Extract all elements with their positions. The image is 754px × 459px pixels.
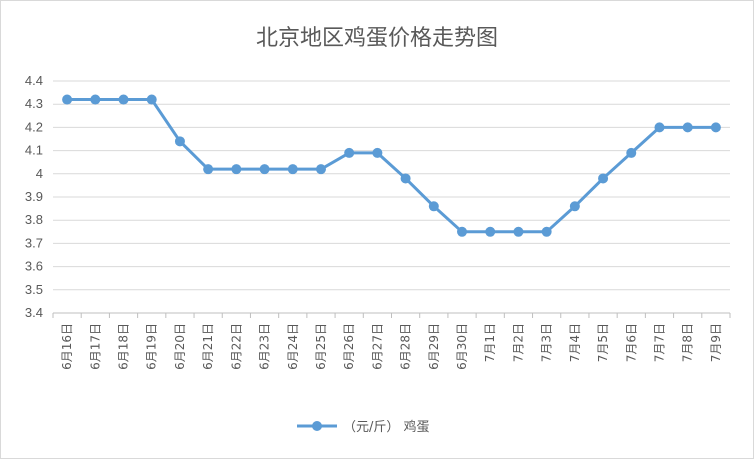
data-point bbox=[598, 173, 609, 184]
x-tick-label: 6月30日 bbox=[455, 323, 469, 370]
x-tick-label: 6月16日 bbox=[60, 323, 74, 370]
x-tick-label: 6月20日 bbox=[173, 323, 187, 370]
y-axis: 4.4 4.3 4.2 4.1 4 3.9 3.8 3.7 3.6 3.5 3.4 bbox=[25, 73, 43, 320]
x-tick-label: 6月23日 bbox=[258, 323, 272, 370]
data-point bbox=[541, 226, 552, 237]
y-tick-label: 3.8 bbox=[25, 212, 43, 227]
data-point bbox=[654, 122, 665, 133]
y-tick-label: 4 bbox=[36, 166, 43, 181]
y-tick-label: 4.4 bbox=[25, 73, 43, 88]
series-line bbox=[67, 98, 716, 234]
data-point bbox=[626, 147, 637, 158]
data-point bbox=[457, 226, 468, 237]
x-tick-label: 7月8日 bbox=[681, 323, 695, 362]
data-point bbox=[90, 94, 101, 105]
data-point bbox=[513, 226, 524, 237]
data-point bbox=[428, 201, 439, 212]
y-tick-label: 3.6 bbox=[25, 259, 43, 274]
x-tick-label: 6月27日 bbox=[370, 323, 384, 370]
x-tick-label: 6月22日 bbox=[229, 323, 243, 370]
x-tick-label: 6月24日 bbox=[286, 323, 300, 370]
x-tick-label: 7月7日 bbox=[652, 323, 666, 362]
data-point bbox=[287, 164, 298, 175]
x-tick-label: 6月21日 bbox=[201, 323, 215, 370]
legend-label: （元/斤） 鸡蛋 bbox=[343, 419, 430, 435]
data-point bbox=[315, 164, 326, 175]
x-tick-label: 6月17日 bbox=[88, 323, 102, 370]
data-point bbox=[682, 122, 693, 133]
x-tick-label: 7月1日 bbox=[483, 323, 497, 362]
data-point bbox=[231, 164, 242, 175]
y-tick-label: 3.5 bbox=[25, 282, 43, 297]
y-tick-label: 4.2 bbox=[25, 119, 43, 134]
data-point bbox=[400, 173, 411, 184]
x-tick-label: 6月18日 bbox=[117, 323, 131, 370]
x-tick-label: 7月2日 bbox=[511, 323, 525, 362]
chart-title: 北京地区鸡蛋价格走势图 bbox=[256, 26, 498, 51]
data-point bbox=[118, 94, 129, 105]
data-point bbox=[344, 147, 355, 158]
legend: （元/斤） 鸡蛋 bbox=[297, 419, 430, 435]
data-point bbox=[174, 136, 185, 147]
data-point bbox=[372, 147, 383, 158]
x-tick-label: 6月28日 bbox=[399, 323, 413, 370]
legend-marker bbox=[312, 421, 322, 431]
x-tick-label: 6月25日 bbox=[314, 323, 328, 370]
y-tick-label: 3.4 bbox=[25, 305, 43, 320]
y-tick-label: 4.3 bbox=[25, 96, 43, 111]
data-point bbox=[203, 164, 214, 175]
grid-lines bbox=[53, 80, 730, 314]
data-point bbox=[569, 201, 580, 212]
x-tick-label: 6月29日 bbox=[427, 323, 441, 370]
series-layer bbox=[62, 94, 721, 237]
data-point bbox=[485, 226, 496, 237]
data-point bbox=[710, 122, 721, 133]
data-point bbox=[146, 94, 157, 105]
x-tick-label: 7月9日 bbox=[709, 323, 723, 362]
x-axis: 6月16日 6月17日 6月18日 6月19日 6月20日 6月21日 6月22日 6月23日… bbox=[52, 313, 731, 370]
y-tick-label: 4.1 bbox=[25, 143, 43, 158]
x-tick-label: 7月4日 bbox=[568, 323, 582, 362]
data-point bbox=[259, 164, 270, 175]
x-tick-label: 7月3日 bbox=[540, 323, 554, 362]
y-tick-label: 3.7 bbox=[25, 235, 43, 250]
y-tick-label: 3.9 bbox=[25, 189, 43, 204]
x-tick-label: 6月26日 bbox=[342, 323, 356, 370]
x-tick-label: 6月19日 bbox=[145, 323, 159, 370]
x-tick-label: 7月6日 bbox=[624, 323, 638, 362]
x-tick-label: 7月5日 bbox=[596, 323, 610, 362]
data-point bbox=[62, 94, 73, 105]
